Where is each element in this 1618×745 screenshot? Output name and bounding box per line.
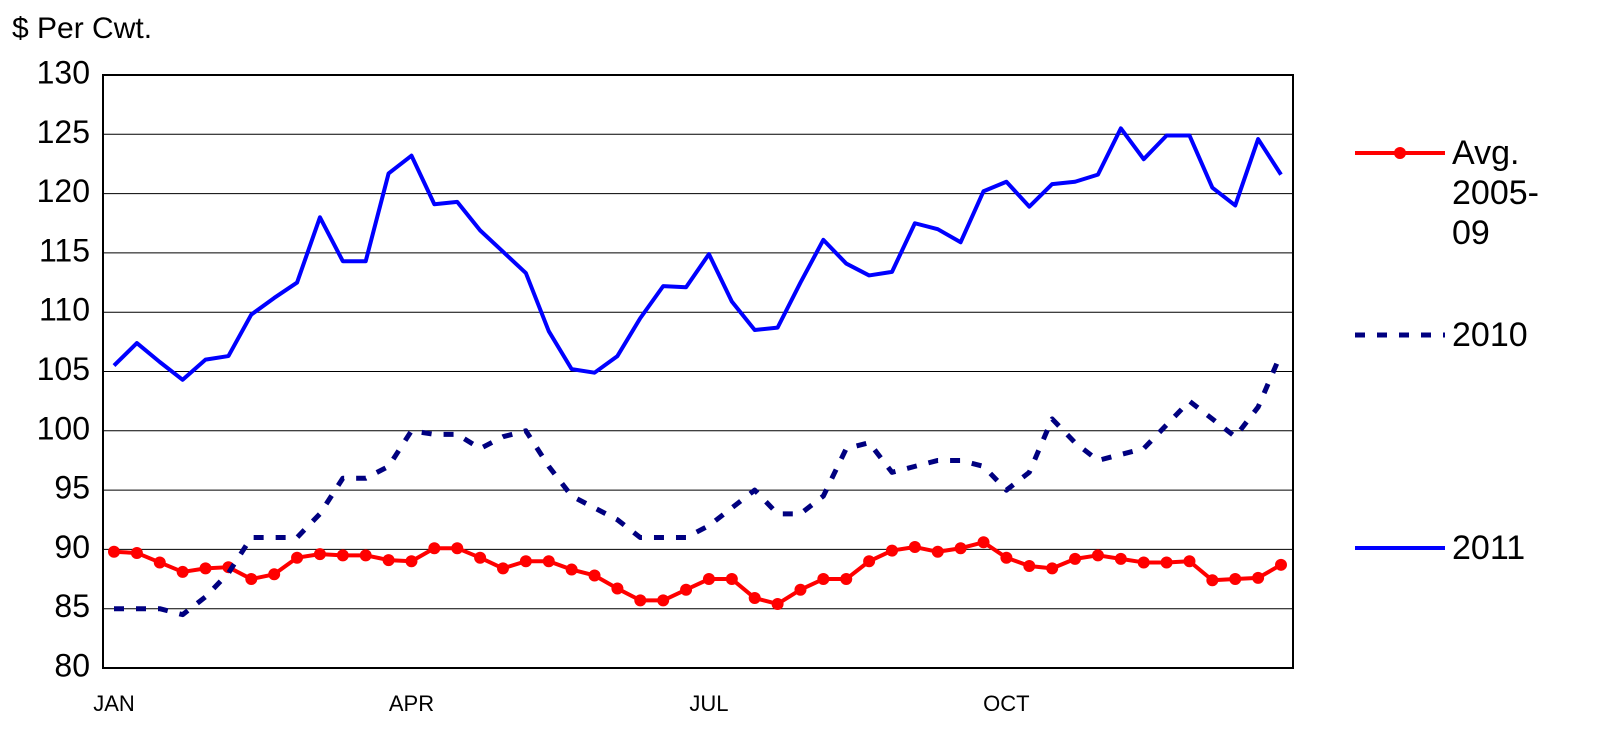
data-point	[863, 555, 876, 568]
y-tick-label: 80	[54, 647, 90, 683]
data-point	[359, 549, 372, 562]
data-point	[954, 542, 967, 555]
data-point	[1275, 558, 1287, 571]
legend-label: Avg. 2005-09	[1452, 134, 1539, 252]
data-point	[1229, 573, 1242, 586]
x-tick-label: JUL	[689, 691, 728, 716]
data-point	[1252, 571, 1265, 584]
data-point	[291, 551, 304, 564]
series-line	[114, 352, 1284, 618]
y-tick-label: 115	[39, 232, 90, 268]
data-point	[382, 554, 395, 567]
plot-border	[102, 74, 1294, 669]
data-point	[519, 555, 532, 568]
data-point	[725, 573, 738, 586]
data-point	[840, 573, 853, 586]
data-point	[268, 568, 281, 581]
y-tick-label: 85	[54, 588, 90, 624]
data-point	[1206, 574, 1219, 587]
data-point	[565, 563, 578, 576]
data-point	[931, 545, 944, 558]
y-tick-label: 130	[37, 54, 90, 90]
data-point	[474, 551, 487, 564]
data-point	[771, 597, 784, 610]
data-point	[702, 573, 715, 586]
data-point	[1183, 555, 1196, 568]
data-point	[245, 573, 258, 586]
data-point	[1069, 552, 1082, 565]
y-axis-label: $ Per Cwt.	[12, 12, 152, 45]
y-tick-label: 90	[54, 529, 90, 565]
data-point	[1046, 562, 1059, 575]
data-point	[130, 546, 143, 559]
data-point	[542, 555, 555, 568]
data-point	[1160, 556, 1173, 569]
legend-label: 2010	[1452, 316, 1528, 354]
data-point	[1023, 560, 1036, 573]
data-point	[611, 582, 624, 595]
x-tick-label: APR	[389, 691, 434, 716]
y-tick-label: 105	[37, 351, 90, 387]
legend-label: 2011	[1452, 529, 1526, 567]
y-tick-label: 100	[37, 410, 90, 446]
data-point	[108, 545, 120, 558]
x-tick-label: JAN	[93, 691, 135, 716]
series-line	[113, 540, 1282, 606]
data-point	[176, 565, 189, 578]
data-point	[908, 541, 921, 554]
x-tick-label: OCT	[983, 691, 1029, 716]
y-tick-label: 120	[37, 173, 90, 209]
data-point	[451, 542, 464, 555]
data-point	[313, 548, 326, 561]
data-point	[1091, 549, 1104, 562]
data-point	[336, 549, 349, 562]
data-point	[977, 536, 990, 549]
data-point	[199, 562, 212, 575]
data-point	[748, 592, 761, 605]
data-point	[657, 594, 670, 607]
data-point	[405, 555, 418, 568]
data-point	[1137, 556, 1150, 569]
data-point	[153, 556, 166, 569]
data-point	[1114, 552, 1127, 565]
data-point	[794, 583, 807, 596]
data-point	[588, 569, 601, 582]
series-line	[112, 126, 1283, 382]
data-point	[817, 573, 830, 586]
legend-marker	[1394, 147, 1406, 159]
data-point	[634, 594, 647, 607]
y-tick-label: 125	[37, 114, 90, 150]
data-point	[680, 583, 693, 596]
data-point	[1000, 551, 1013, 564]
y-tick-label: 95	[54, 470, 90, 506]
data-point	[497, 562, 509, 575]
y-tick-label: 110	[39, 292, 90, 328]
data-point	[886, 544, 898, 557]
data-point	[428, 542, 441, 555]
